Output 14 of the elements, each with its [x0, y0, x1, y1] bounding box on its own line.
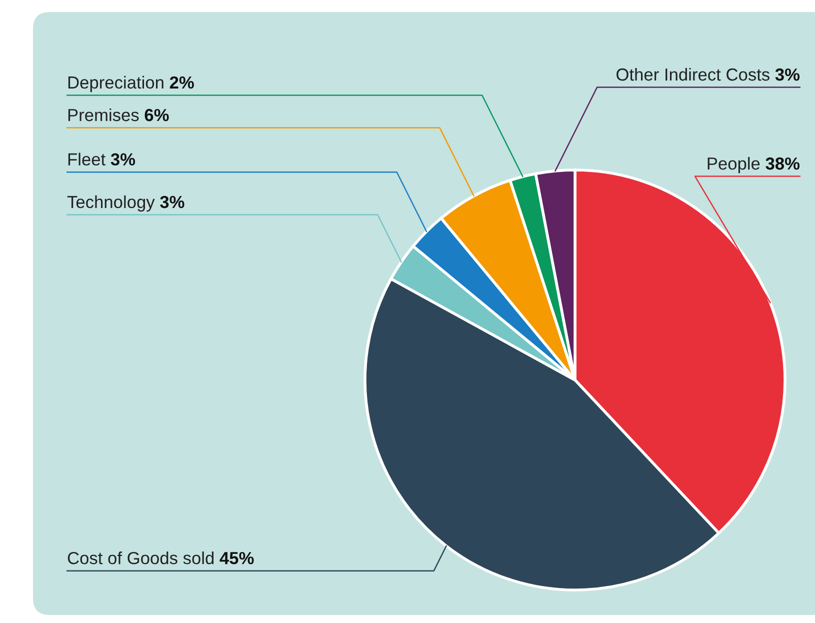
slice-label: Technology: [67, 195, 155, 212]
slice-label: Depreciation: [68, 76, 164, 92]
data-label: 3%: [160, 196, 184, 208]
slice-label: Premises: [68, 108, 139, 122]
data-label: 3%: [775, 68, 800, 81]
data-label: 45%: [220, 552, 254, 564]
data-label: 3%: [110, 153, 136, 166]
slice-label: Other Indirect Costs: [616, 68, 770, 81]
slice-label: Fleet: [68, 152, 106, 166]
data-label: 38%: [766, 157, 800, 170]
data-label: 2%: [170, 76, 194, 89]
slice-label: Cost of Goods sold: [68, 551, 214, 564]
slice-label: People: [708, 156, 760, 174]
data-label: 6%: [144, 108, 169, 122]
